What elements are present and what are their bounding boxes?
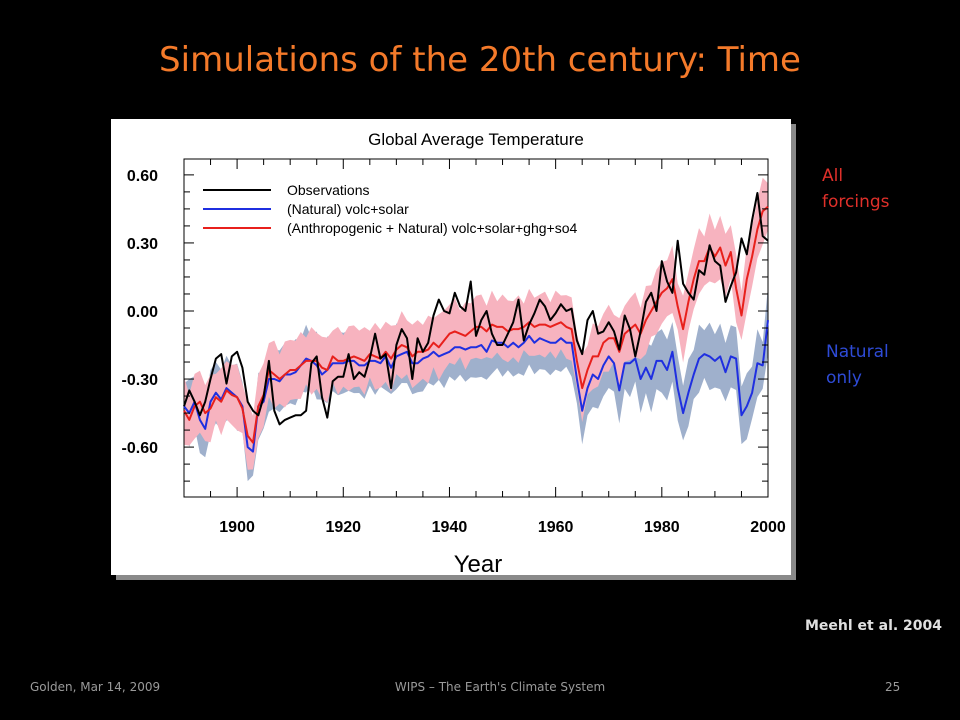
footer-date: Golden, Mar 14, 2009 (30, 680, 161, 694)
temperature-chart: Global Average Temperature 1900 1920 1940 1… (122, 130, 786, 575)
natural-line (183, 319, 769, 453)
x-tick-label: 1900 (219, 519, 255, 536)
y-tick-label: 0.00 (127, 304, 158, 321)
x-tick-label: 1940 (432, 519, 468, 536)
y-tick-label: 0.30 (127, 236, 158, 253)
footer-course: WIPS – The Earth's Climate System (394, 680, 606, 694)
chart-panel: Global Average Temperature 1900 1920 1940 1… (111, 119, 791, 575)
legend-label: (Anthropogenic + Natural) volc+solar+ghg… (287, 220, 578, 236)
legend-label: (Natural) volc+solar (287, 201, 409, 217)
chart-title: Global Average Temperature (368, 130, 584, 149)
y-tick-label: 0.60 (127, 168, 158, 185)
anthropogenic-spread-band (184, 177, 768, 470)
label-natural-only: Natural only (826, 342, 889, 388)
x-tick-label: 2000 (750, 519, 786, 536)
y-tick-label: -0.30 (122, 372, 159, 389)
slide-title: Simulations of the 20th century: Time (159, 40, 801, 80)
x-tick-label: 1980 (644, 519, 680, 536)
legend-label: Observations (287, 182, 369, 198)
y-tick-label: -0.60 (122, 440, 159, 457)
citation: Meehl et al. 2004 (805, 618, 943, 634)
observations-line (183, 192, 769, 426)
x-tick-label: 1960 (538, 519, 574, 536)
x-tick-label: 1920 (325, 519, 361, 536)
x-axis-label: Year (454, 551, 503, 575)
page-number: 25 (885, 680, 901, 694)
label-all-forcings: All forcings (822, 166, 890, 212)
